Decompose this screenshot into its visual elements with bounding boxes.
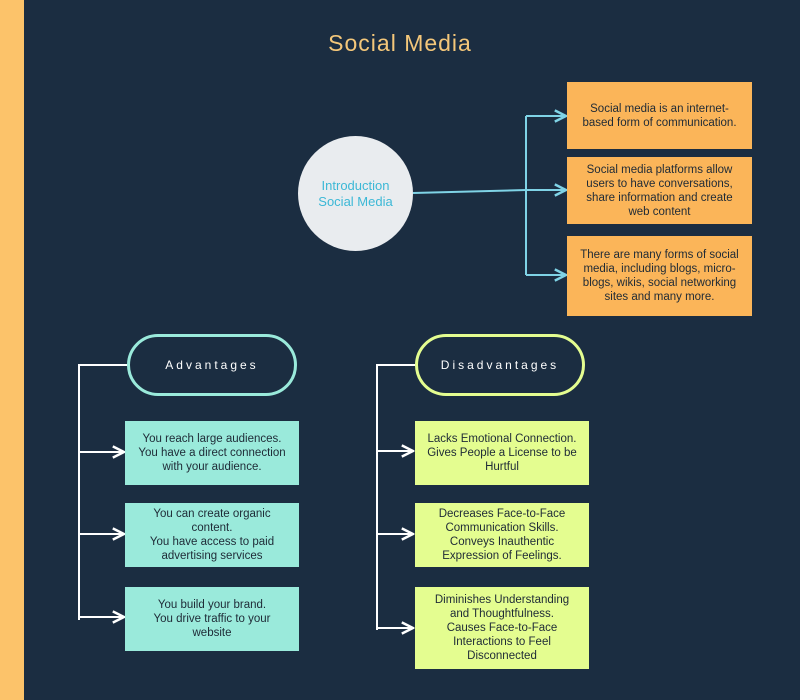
advantage-2-line-2: content. <box>191 522 233 534</box>
advantage-2-line-3: You have access to paid <box>149 536 275 548</box>
page-title: Social Media <box>328 30 472 56</box>
disadvantage-2-line-4: Expression of Feelings. <box>442 550 562 562</box>
connector-adv-spine <box>78 364 127 620</box>
disadvantage-box-3: Diminishes Understanding and Thoughtfuln… <box>415 587 589 669</box>
disadvantage-2-line-1: Decreases Face-to-Face <box>438 508 566 520</box>
fact-3-line-4: sites and many more. <box>604 291 715 303</box>
advantage-1-line-1: You reach large audiences. <box>142 433 282 445</box>
advantage-3-line-1: You build your brand. <box>157 599 267 611</box>
fact-box-1: Social media is an internet- based form … <box>567 82 752 149</box>
advantage-2-line-1: You can create organic <box>153 508 271 520</box>
fact-3-line-2: media, including blogs, micro- <box>583 263 736 275</box>
fact-box-2: Social media platforms allow users to ha… <box>567 157 752 224</box>
disadvantage-1-line-3: Hurtful <box>485 461 519 473</box>
fact-2-line-4: web content <box>628 205 691 218</box>
fact-2-line-2: users to have conversations, <box>586 177 733 190</box>
fact-2-line-1: Social media platforms allow <box>586 163 733 176</box>
advantage-3-line-3: website <box>192 627 232 639</box>
disadvantage-1-line-2: Gives People a License to be <box>427 447 577 459</box>
fact-box-3: There are many forms of social media, in… <box>567 236 752 316</box>
disadvantages-pill: Disadvantages <box>415 334 585 396</box>
disadvantage-3-line-5: Disconnected <box>467 650 537 662</box>
advantage-box-2: You can create organic content. You have… <box>125 503 299 567</box>
disadvantage-box-2: Decreases Face-to-Face Communication Ski… <box>415 503 589 567</box>
fact-1-line-1: Social media is an internet- <box>590 102 729 115</box>
advantage-2-line-4: advertising services <box>161 550 263 562</box>
disadvantage-3-line-1: Diminishes Understanding <box>434 594 570 606</box>
advantages-pill: Advantages <box>127 334 297 396</box>
intro-circle: Introduction Social Media <box>298 136 413 251</box>
intro-line-1: Introduction <box>321 177 390 193</box>
disadvantage-2-line-3: Conveys Inauthentic <box>449 536 555 548</box>
fact-3-line-3: blogs, wikis, social networking <box>582 277 737 289</box>
intro-line-2: Social Media <box>318 193 393 209</box>
advantage-box-1: You reach large audiences. You have a di… <box>125 421 299 485</box>
fact-3-line-1: There are many forms of social <box>580 249 739 261</box>
disadvantage-2-line-2: Communication Skills. <box>445 522 559 534</box>
connector-dis-spine <box>376 364 415 630</box>
disadvantage-1-line-1: Lacks Emotional Connection. <box>427 433 577 445</box>
disadvantage-3-line-3: Causes Face-to-Face <box>446 622 558 634</box>
disadvantage-3-line-2: and Thoughtfulness. <box>449 608 554 620</box>
advantage-box-3: You build your brand. You drive traffic … <box>125 587 299 651</box>
disadvantage-box-1: Lacks Emotional Connection. Gives People… <box>415 421 589 485</box>
fact-2-line-3: share information and create <box>586 191 733 204</box>
fact-1-line-2: based form of communication. <box>582 116 737 129</box>
advantage-1-line-2: You have a direct connection <box>138 447 286 459</box>
disadvantage-3-line-4: Interactions to Feel <box>453 636 551 648</box>
advantage-1-line-3: with your audience. <box>162 461 262 473</box>
advantage-3-line-2: You drive traffic to your <box>153 613 271 625</box>
side-stripe <box>0 0 24 700</box>
connector-intro-trunk <box>412 189 527 194</box>
